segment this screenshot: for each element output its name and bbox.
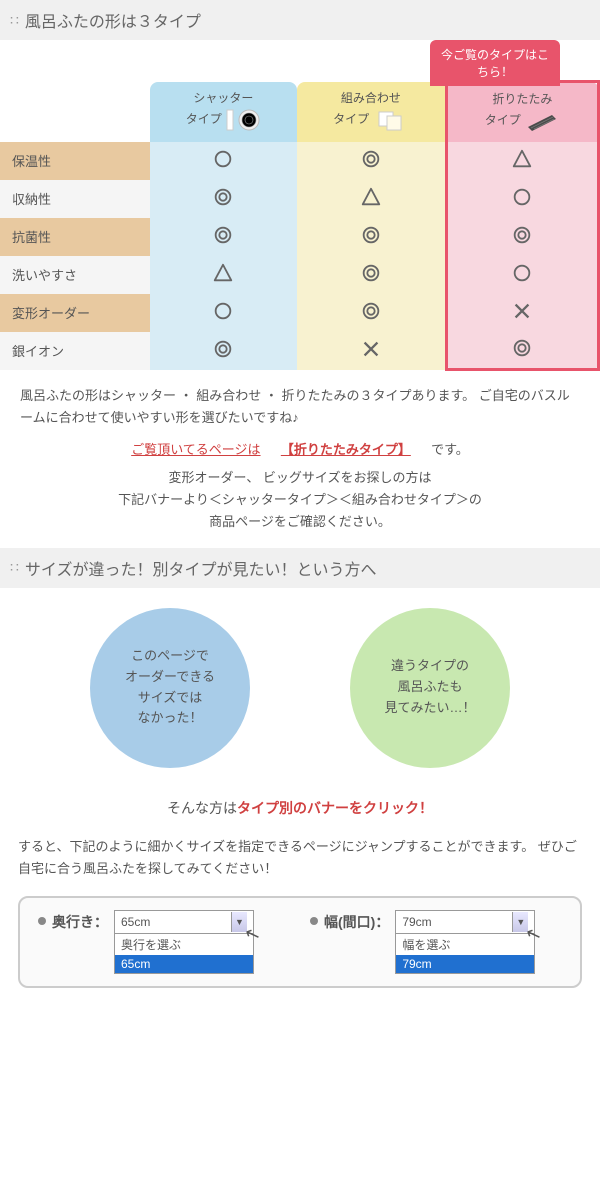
cell xyxy=(150,142,297,180)
table-row: 変形オーダー xyxy=(0,294,599,332)
cell xyxy=(446,180,598,218)
depth-label: 奥行き： xyxy=(52,910,108,932)
cell xyxy=(150,332,297,370)
size-selector-box: 奥行き： 65cm ▼ 奥行を選ぶ 65cm ↖ 幅(間口)： 79cm ▼ 幅… xyxy=(18,896,582,988)
cell xyxy=(297,218,447,256)
cell xyxy=(150,180,297,218)
table-row: 銀イオン xyxy=(0,332,599,370)
rating-icon xyxy=(511,300,533,322)
row-label: 銀イオン xyxy=(0,332,150,370)
width-selector-group: 幅(間口)： 79cm ▼ 幅を選ぶ 79cm ↖ xyxy=(310,910,562,974)
width-option-placeholder[interactable]: 幅を選ぶ xyxy=(396,934,534,955)
circle-callouts: このページで オーダーできる サイズでは なかった！ 違うタイプの 風呂ふたも … xyxy=(0,588,600,788)
table-row: 保温性 xyxy=(0,142,599,180)
row-label: 変形オーダー xyxy=(0,294,150,332)
section-header-types: ∷ 風呂ふたの形は３タイプ xyxy=(0,0,600,40)
desc-current-page: ご覧頂いてるページは 【折りたたみタイプ】 です。 xyxy=(20,439,580,461)
cell xyxy=(446,256,598,294)
rating-icon xyxy=(212,338,234,360)
folding-icon xyxy=(524,107,560,135)
col-header-folding: 折りたたみ タイプ xyxy=(446,82,598,142)
cell xyxy=(446,218,598,256)
rating-icon xyxy=(360,224,382,246)
rating-icon xyxy=(511,148,533,170)
rating-icon xyxy=(212,262,234,284)
cell xyxy=(297,142,447,180)
col-header-combination: 組み合わせ タイプ xyxy=(297,82,447,142)
jump-description: すると、下記のように細かくサイズを指定できるページにジャンプすることができます。… xyxy=(0,828,600,888)
rating-icon xyxy=(360,338,382,360)
chevron-down-icon: ▼ xyxy=(231,912,247,932)
rating-icon xyxy=(212,186,234,208)
row-label: 収納性 xyxy=(0,180,150,218)
circle-other-type: 違うタイプの 風呂ふたも 見てみたい…！ xyxy=(350,608,510,768)
cell xyxy=(297,294,447,332)
description-block: 風呂ふたの形はシャッター ・ 組み合わせ ・ 折りたたみの３タイプあります。 ご… xyxy=(0,371,600,548)
rating-icon xyxy=(360,186,382,208)
rating-icon xyxy=(511,224,533,246)
table-row: 収納性 xyxy=(0,180,599,218)
depth-selector-group: 奥行き： 65cm ▼ 奥行を選ぶ 65cm ↖ xyxy=(38,910,290,974)
cell xyxy=(446,294,598,332)
table-row: 洗いやすさ xyxy=(0,256,599,294)
width-option-79[interactable]: 79cm xyxy=(396,955,534,973)
rating-icon xyxy=(360,148,382,170)
section-title: 風呂ふたの形は３タイプ xyxy=(25,8,201,32)
cell xyxy=(150,218,297,256)
bullet-dots-icon: ∷ xyxy=(10,559,17,576)
cell xyxy=(297,180,447,218)
combination-icon xyxy=(373,106,409,134)
circle-size-not-found: このページで オーダーできる サイズでは なかった！ xyxy=(90,608,250,768)
cell xyxy=(446,332,598,370)
rating-icon xyxy=(212,224,234,246)
section-header-othertypes: ∷ サイズが違った！別タイプが見たい！という方へ xyxy=(0,548,600,588)
depth-option-placeholder[interactable]: 奥行を選ぶ xyxy=(115,934,253,955)
width-dropdown-list[interactable]: 幅を選ぶ 79cm xyxy=(395,934,535,974)
cell xyxy=(297,256,447,294)
col-header-shutter: シャッター タイプ xyxy=(150,82,297,142)
bullet-icon xyxy=(38,917,46,925)
rating-icon xyxy=(511,186,533,208)
rating-icon xyxy=(511,262,533,284)
banner-instruction: そんな方はタイプ別のバナーをクリック！ xyxy=(0,788,600,828)
row-label: 抗菌性 xyxy=(0,218,150,256)
cell xyxy=(150,256,297,294)
section-title-2: サイズが違った！別タイプが見たい！という方へ xyxy=(25,556,377,580)
width-label: 幅(間口)： xyxy=(324,910,389,932)
row-label: 保温性 xyxy=(0,142,150,180)
rating-icon xyxy=(212,148,234,170)
bullet-dots-icon: ∷ xyxy=(10,12,17,29)
shutter-icon xyxy=(225,106,261,134)
chevron-down-icon: ▼ xyxy=(512,912,528,932)
cell xyxy=(297,332,447,370)
cell xyxy=(150,294,297,332)
depth-dropdown-list[interactable]: 奥行を選ぶ 65cm xyxy=(114,934,254,974)
table-row: 抗菌性 xyxy=(0,218,599,256)
row-label: 洗いやすさ xyxy=(0,256,150,294)
bullet-icon xyxy=(310,917,318,925)
rating-icon xyxy=(360,300,382,322)
width-dropdown[interactable]: 79cm ▼ 幅を選ぶ 79cm ↖ xyxy=(395,910,535,974)
depth-dropdown[interactable]: 65cm ▼ 奥行を選ぶ 65cm ↖ xyxy=(114,910,254,974)
rating-icon xyxy=(511,337,533,359)
current-type-callout: 今ご覧のタイプはこちら！ xyxy=(430,40,560,86)
depth-option-65[interactable]: 65cm xyxy=(115,955,253,973)
desc-text-3: 変形オーダー、 ビッグサイズをお探しの方は 下記バナーより＜シャッタータイプ＞＜… xyxy=(20,467,580,533)
comparison-table-wrap: 今ご覧のタイプはこちら！ シャッター タイプ 組み合わせ タイプ xyxy=(0,40,600,371)
desc-text-1: 風呂ふたの形はシャッター ・ 組み合わせ ・ 折りたたみの３タイプあります。 ご… xyxy=(20,385,580,429)
comparison-table: シャッター タイプ 組み合わせ タイプ 折りたたみ タイプ xyxy=(0,80,600,371)
cell xyxy=(446,142,598,180)
rating-icon xyxy=(360,262,382,284)
rating-icon xyxy=(212,300,234,322)
